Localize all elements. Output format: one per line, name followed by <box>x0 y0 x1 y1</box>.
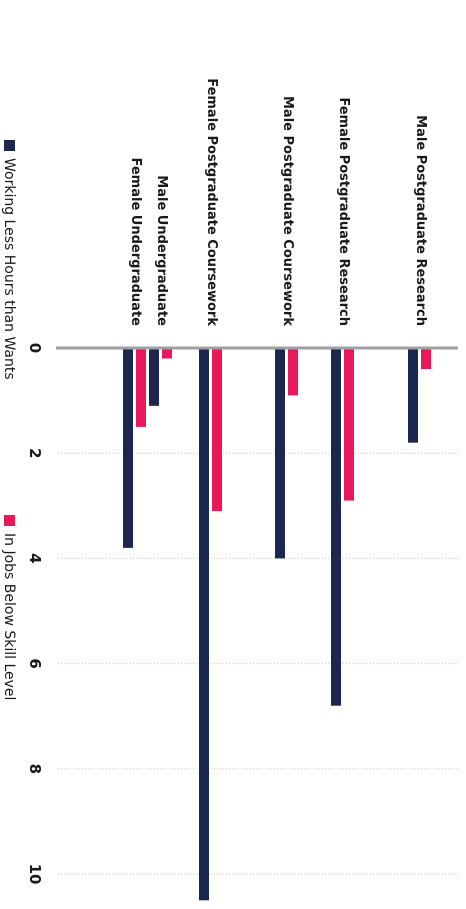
x-tick-label: 0 <box>26 343 44 353</box>
bar-jobs-below-skill <box>421 348 431 370</box>
category-label: Male Postgraduate Research <box>413 115 428 326</box>
bar-working-less-hours <box>408 348 418 443</box>
x-tick-label: 6 <box>26 658 44 668</box>
legend-label-working-less-hours: Working Less Hours than Wants <box>1 158 17 380</box>
category-label: Female Postgraduate Research <box>336 97 351 326</box>
bar-jobs-below-skill <box>344 348 354 501</box>
bar-working-less-hours <box>123 348 133 548</box>
legend-swatch-working-less-hours <box>4 140 15 151</box>
x-tick-label: 10 <box>26 864 44 885</box>
bar-working-less-hours <box>275 348 285 559</box>
x-tick-label: 8 <box>26 764 44 774</box>
bar-jobs-below-skill <box>288 348 298 396</box>
bar-working-less-hours <box>199 348 209 901</box>
category-label: Female Undergraduate <box>128 158 143 327</box>
category-label: Female Postgraduate Coursework <box>204 78 219 326</box>
legend-swatch-jobs-below-skill <box>4 515 15 526</box>
bar-working-less-hours <box>149 348 159 406</box>
category-label: Male Undergraduate <box>154 175 169 326</box>
legend-label-jobs-below-skill: In Jobs Below Skill Level <box>1 533 17 700</box>
bar-working-less-hours <box>331 348 341 706</box>
category-label: Male Postgraduate Coursework <box>280 96 295 326</box>
bar-jobs-below-skill <box>162 348 172 359</box>
x-tick-label: 4 <box>26 553 44 563</box>
bar-jobs-below-skill <box>136 348 146 427</box>
bar-jobs-below-skill <box>212 348 222 512</box>
x-tick-label: 2 <box>26 448 44 458</box>
